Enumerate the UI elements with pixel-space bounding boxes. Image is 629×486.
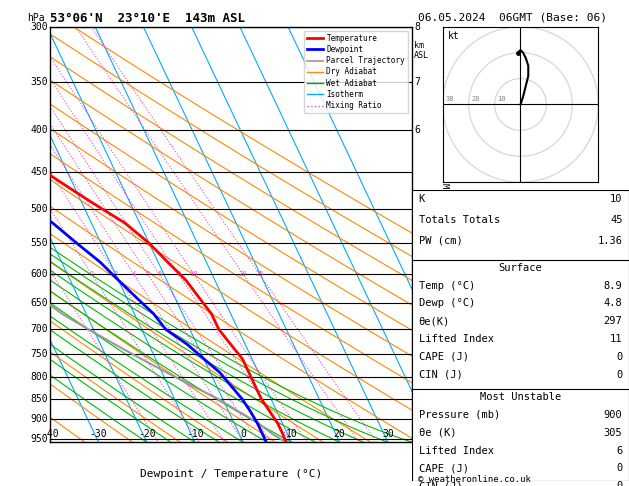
- Text: 7: 7: [414, 77, 420, 87]
- Text: CIN (J): CIN (J): [418, 481, 462, 486]
- Text: Lifted Index: Lifted Index: [418, 446, 494, 455]
- Text: 6: 6: [157, 271, 162, 278]
- Text: kt: kt: [447, 32, 459, 41]
- Text: -40: -40: [42, 429, 59, 439]
- Text: Mixing Ratio (g/kg): Mixing Ratio (g/kg): [440, 183, 449, 286]
- Text: CAPE (J): CAPE (J): [418, 464, 469, 473]
- Text: 4: 4: [414, 269, 420, 279]
- Text: 2: 2: [90, 271, 94, 278]
- Text: 305: 305: [604, 428, 623, 438]
- Text: 11: 11: [610, 334, 623, 344]
- Text: 500: 500: [31, 204, 48, 214]
- Text: 10: 10: [286, 429, 298, 439]
- Text: 45: 45: [610, 215, 623, 225]
- Text: 1: 1: [50, 271, 55, 278]
- Text: 20: 20: [239, 271, 247, 278]
- Text: 0: 0: [240, 429, 246, 439]
- Text: 550: 550: [31, 238, 48, 248]
- Text: 900: 900: [31, 414, 48, 424]
- Text: θe(K): θe(K): [418, 316, 450, 326]
- Text: 700: 700: [31, 325, 48, 334]
- Text: 2: 2: [414, 372, 420, 382]
- Text: 5: 5: [146, 271, 150, 278]
- Text: 1: 1: [414, 414, 420, 424]
- Text: Most Unstable: Most Unstable: [480, 392, 561, 402]
- Text: 450: 450: [31, 167, 48, 176]
- Text: 850: 850: [31, 394, 48, 404]
- Text: CAPE (J): CAPE (J): [418, 352, 469, 362]
- Text: Surface: Surface: [499, 263, 542, 273]
- Text: -20: -20: [138, 429, 155, 439]
- Text: Dewp (°C): Dewp (°C): [418, 298, 475, 309]
- Text: 5: 5: [414, 204, 420, 214]
- Text: 950: 950: [31, 434, 48, 444]
- Text: 20: 20: [334, 429, 345, 439]
- Text: K: K: [418, 194, 425, 204]
- Text: 06.05.2024  06GMT (Base: 06): 06.05.2024 06GMT (Base: 06): [418, 12, 607, 22]
- Text: km
ASL: km ASL: [414, 41, 429, 60]
- Text: 30: 30: [445, 96, 454, 102]
- Text: 6: 6: [616, 446, 623, 455]
- Text: 0: 0: [616, 481, 623, 486]
- Text: 600: 600: [31, 269, 48, 279]
- Text: 8.9: 8.9: [604, 280, 623, 291]
- Text: -10: -10: [186, 429, 204, 439]
- Text: Dewpoint / Temperature (°C): Dewpoint / Temperature (°C): [140, 469, 322, 479]
- Text: © weatheronline.co.uk: © weatheronline.co.uk: [418, 474, 531, 484]
- Text: 300: 300: [31, 22, 48, 32]
- Text: 3: 3: [414, 325, 420, 334]
- Text: -30: -30: [90, 429, 108, 439]
- Text: 650: 650: [31, 298, 48, 308]
- Text: CIN (J): CIN (J): [418, 370, 462, 380]
- Text: 0: 0: [616, 370, 623, 380]
- Text: 900: 900: [604, 410, 623, 420]
- Text: 10: 10: [497, 96, 506, 102]
- Text: 10: 10: [190, 271, 198, 278]
- Text: Totals Totals: Totals Totals: [418, 215, 500, 225]
- Text: 6: 6: [414, 124, 420, 135]
- Legend: Temperature, Dewpoint, Parcel Trajectory, Dry Adiabat, Wet Adiabat, Isotherm, Mi: Temperature, Dewpoint, Parcel Trajectory…: [304, 31, 408, 113]
- Text: hPa: hPa: [27, 13, 45, 22]
- Text: 30: 30: [382, 429, 394, 439]
- Text: 800: 800: [31, 372, 48, 382]
- Text: Lifted Index: Lifted Index: [418, 334, 494, 344]
- Text: 0: 0: [616, 464, 623, 473]
- Text: 4: 4: [131, 271, 136, 278]
- Text: LCL: LCL: [414, 438, 429, 447]
- Text: 750: 750: [31, 349, 48, 359]
- Text: Temp (°C): Temp (°C): [418, 280, 475, 291]
- Text: 400: 400: [31, 124, 48, 135]
- Text: 4.8: 4.8: [604, 298, 623, 309]
- Text: 8: 8: [177, 271, 181, 278]
- Text: 0: 0: [616, 352, 623, 362]
- FancyBboxPatch shape: [412, 190, 629, 481]
- Text: 25: 25: [255, 271, 264, 278]
- Text: 297: 297: [604, 316, 623, 326]
- Text: Pressure (mb): Pressure (mb): [418, 410, 500, 420]
- Text: 3: 3: [114, 271, 118, 278]
- Text: 350: 350: [31, 77, 48, 87]
- Text: PW (cm): PW (cm): [418, 236, 462, 246]
- Text: 1.36: 1.36: [598, 236, 623, 246]
- Text: 53°06'N  23°10'E  143m ASL: 53°06'N 23°10'E 143m ASL: [50, 12, 245, 25]
- Text: 20: 20: [471, 96, 480, 102]
- Text: 8: 8: [414, 22, 420, 32]
- Text: 10: 10: [610, 194, 623, 204]
- Text: θe (K): θe (K): [418, 428, 456, 438]
